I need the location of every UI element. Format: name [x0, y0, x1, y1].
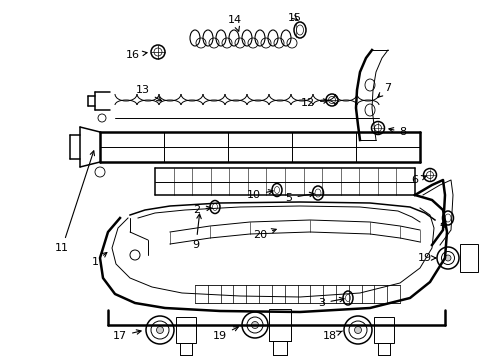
Text: 2: 2	[193, 205, 211, 215]
Bar	[459, 244, 477, 272]
Text: 15: 15	[287, 13, 302, 23]
Text: 20: 20	[252, 229, 276, 240]
Text: 8: 8	[388, 127, 406, 137]
Ellipse shape	[156, 327, 163, 333]
Text: 6: 6	[411, 175, 426, 185]
Text: 17: 17	[113, 330, 141, 341]
Text: 10: 10	[246, 190, 272, 200]
Text: 9: 9	[192, 214, 201, 250]
Bar	[176, 317, 196, 343]
Text: 11: 11	[55, 151, 94, 253]
Text: 12: 12	[300, 98, 327, 108]
Text: 14: 14	[227, 15, 242, 31]
Ellipse shape	[444, 255, 450, 261]
Ellipse shape	[354, 327, 361, 333]
Text: 19: 19	[417, 253, 435, 263]
Text: 7: 7	[377, 83, 391, 97]
Text: 1: 1	[91, 252, 107, 267]
Text: 4: 4	[439, 220, 446, 230]
Ellipse shape	[251, 321, 258, 328]
Text: 19: 19	[212, 327, 238, 341]
Text: 13: 13	[136, 85, 161, 101]
Bar	[373, 317, 393, 343]
Text: 18: 18	[322, 331, 342, 341]
Text: 16: 16	[126, 50, 147, 60]
Bar	[268, 309, 290, 341]
Text: 5: 5	[285, 192, 313, 203]
Text: 3: 3	[318, 297, 344, 308]
